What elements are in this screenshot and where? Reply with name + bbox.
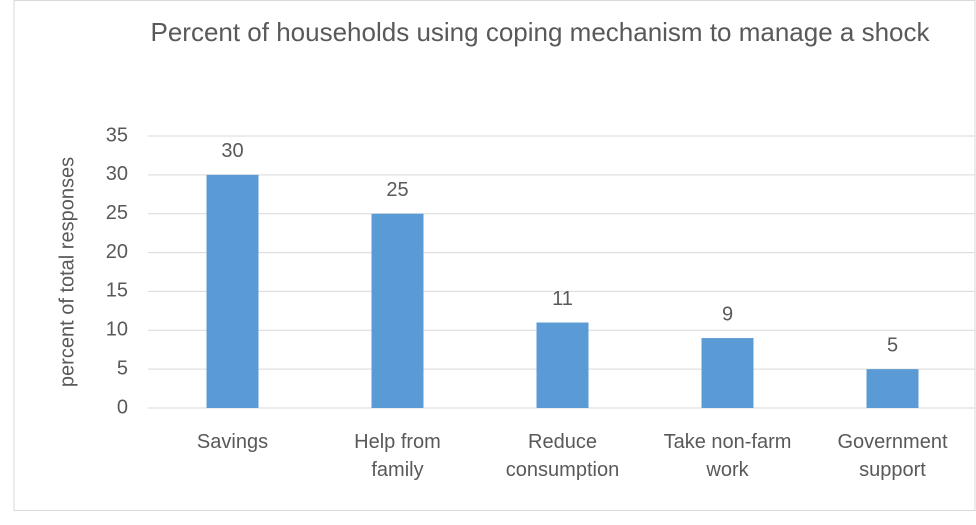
- y-tick-label: 25: [106, 202, 128, 224]
- bar: [371, 213, 424, 408]
- x-tick-label: Take non-farm work: [663, 431, 792, 481]
- data-label: 11: [552, 288, 573, 310]
- y-axis-label: percent of total responses: [56, 157, 78, 387]
- data-label: 25: [386, 179, 408, 201]
- x-tick-label: Savings: [196, 431, 269, 453]
- y-tick-label: 15: [106, 280, 128, 302]
- bar: [866, 369, 919, 408]
- bar: [206, 174, 259, 408]
- y-tick-label: 30: [106, 163, 128, 185]
- x-tick-label: Reduce consumption: [505, 431, 620, 481]
- chart-border: [13, 0, 976, 511]
- data-label: 9: [722, 303, 733, 325]
- data-label: 5: [887, 334, 898, 356]
- bar: [536, 322, 589, 408]
- y-tick-label: 10: [106, 319, 128, 341]
- y-tick-label: 35: [106, 124, 128, 146]
- x-tick-label: Help from family: [354, 431, 441, 481]
- chart-title: Percent of households using coping mecha…: [150, 17, 930, 47]
- data-label: 30: [221, 140, 243, 162]
- bar: [701, 338, 754, 408]
- y-tick-label: 5: [117, 357, 128, 379]
- y-tick-label: 20: [106, 241, 128, 263]
- y-tick-label: 0: [117, 396, 128, 418]
- x-tick-label: Government support: [837, 431, 948, 481]
